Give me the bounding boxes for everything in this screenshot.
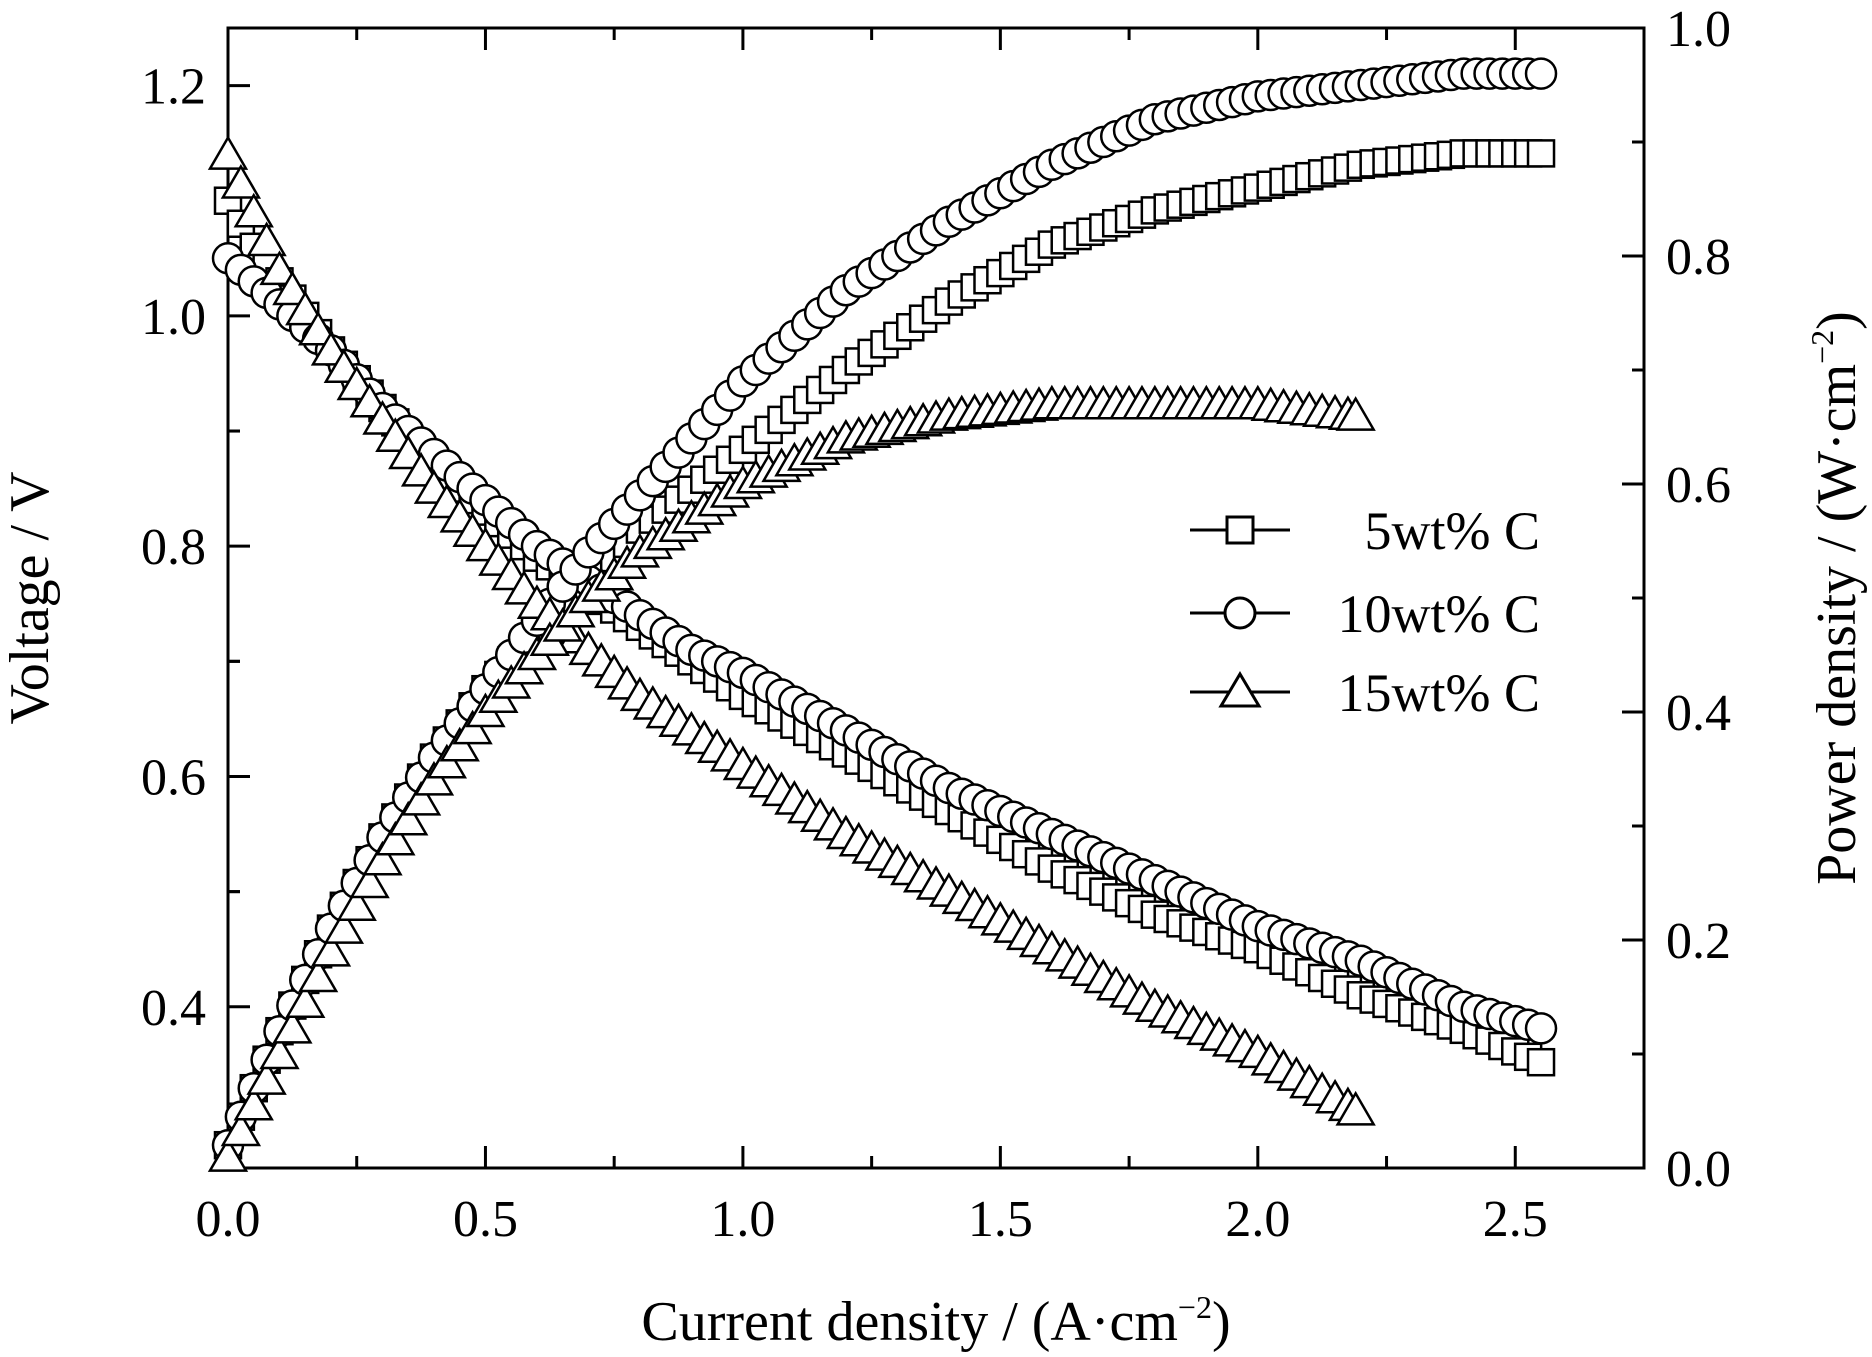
power-point (388, 800, 429, 836)
legend-label-15wt: 15wt% C (1338, 663, 1541, 723)
voltage-point (220, 163, 262, 199)
x-tick-label: 2.5 (1483, 1191, 1548, 1248)
voltage-point (207, 135, 249, 170)
x-axis-ticks: 0.0 0.5 1.0 1.5 2.0 2.5 (196, 28, 1548, 1248)
series-layer (207, 57, 1558, 1172)
x-tick-label: 1.5 (968, 1191, 1033, 1248)
voltage-point (259, 250, 300, 286)
power-point (310, 931, 352, 967)
voltage-point (233, 192, 274, 228)
power-point (362, 840, 403, 876)
power-point (207, 1137, 249, 1172)
y-tick-label: 0.6 (141, 749, 206, 806)
power-point (1335, 396, 1376, 431)
power-point (426, 743, 468, 779)
power-point (400, 780, 442, 816)
x-tick-label: 1.0 (710, 1191, 775, 1248)
power-point (413, 760, 455, 796)
legend-entry-5wt: 5wt% C (1190, 501, 1540, 561)
y-axis-ticks: 0.4 0.6 0.8 1.0 1.2 (141, 59, 250, 1124)
power-point (336, 886, 377, 922)
series-0 (213, 139, 1556, 1160)
y2-tick-label: 0.4 (1666, 685, 1731, 742)
y2-tick-label: 0.8 (1666, 229, 1731, 286)
x-tick-label: 0.0 (196, 1191, 261, 1248)
power-point (375, 820, 416, 856)
power-point (1524, 57, 1558, 90)
legend-entry-15wt: 15wt% C (1190, 663, 1540, 723)
series-2 (207, 135, 1376, 1172)
y-tick-label: 0.8 (141, 519, 206, 576)
y2-tick-label: 0.6 (1666, 457, 1731, 514)
power-point (1526, 139, 1556, 168)
voltage-point (297, 310, 339, 346)
power-point (272, 1008, 313, 1044)
voltage-point (246, 221, 287, 257)
y-tick-label: 0.4 (141, 980, 206, 1037)
voltage-point (1524, 1012, 1558, 1045)
voltage-point (1335, 1090, 1376, 1126)
x-axis-title: Current density / (A·cm−2) (641, 1289, 1230, 1353)
power-point (452, 709, 493, 745)
legend-label-10wt: 10wt% C (1338, 584, 1541, 644)
power-point (323, 909, 365, 944)
y-tick-label: 1.2 (141, 59, 206, 116)
legend-label-5wt: 5wt% C (1365, 501, 1541, 561)
legend: 5wt% C 10wt% C 15wt% C (1190, 501, 1540, 723)
power-point (259, 1034, 300, 1070)
power-point (297, 957, 339, 993)
y2-tick-label: 1.0 (1666, 1, 1731, 58)
voltage-point (272, 270, 313, 306)
y2-tick-label: 0.2 (1666, 913, 1731, 970)
power-point (246, 1060, 287, 1095)
power-point (349, 863, 390, 899)
y-tick-label: 1.0 (141, 289, 206, 346)
y-axis-title: Voltage / V (0, 471, 61, 724)
y2-axis-title: Power density / (W·cm−2) (1804, 311, 1868, 885)
power-point (285, 983, 326, 1018)
x-tick-label: 2.0 (1225, 1191, 1290, 1248)
y2-tick-label: 0.0 (1666, 1141, 1731, 1198)
x-tick-label: 0.5 (453, 1191, 518, 1248)
voltage-point (285, 290, 326, 326)
voltage-point (1526, 1047, 1556, 1077)
power-point (233, 1085, 274, 1121)
power-point (439, 726, 480, 762)
power-point (220, 1111, 262, 1147)
legend-entry-10wt: 10wt% C (1190, 584, 1540, 644)
y2-axis-ticks: 0.0 0.2 0.4 0.6 0.8 1.0 (1622, 1, 1731, 1198)
